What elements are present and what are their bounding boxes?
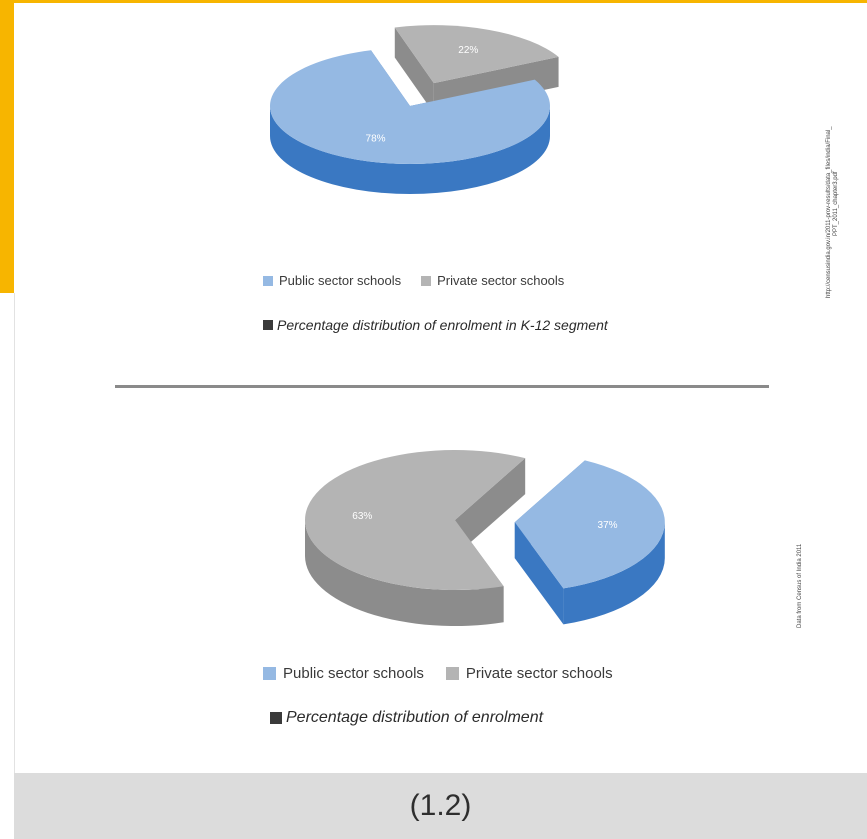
chart1-legend: Public sector schools Private sector sch… xyxy=(263,273,564,288)
pie-slice-side-0 xyxy=(270,106,550,194)
figure-number-bar: (1.2) xyxy=(14,773,867,839)
chart1-source-note: http://censusindia.gov.in/2011-prov-resu… xyxy=(826,126,840,298)
figure-number: (1.2) xyxy=(409,789,472,822)
top-accent-rule xyxy=(0,0,867,3)
chart1-caption: Percentage distribution of enrolment in … xyxy=(263,317,608,333)
source-line-census: Data from Census of India 2011 xyxy=(797,543,803,628)
pie-data-label-1: 63% xyxy=(352,511,372,522)
legend-swatch-public-2 xyxy=(263,667,276,680)
pie-slice-cut-1-1 xyxy=(455,458,526,556)
legend-swatch-public xyxy=(263,275,273,286)
pie-slice-1 xyxy=(394,25,559,84)
legend-item-public-2: Public sector schools xyxy=(263,665,424,682)
pie-chart-overall: 37% 63% xyxy=(304,450,665,626)
pie-chart-k12: 78% 22% xyxy=(269,25,559,194)
caption-bullet xyxy=(263,320,273,330)
legend-swatch-private-2 xyxy=(445,667,459,680)
pie-data-label-1: 22% xyxy=(458,45,478,56)
legend-swatch-private xyxy=(421,275,432,286)
pie-data-label-0: 78% xyxy=(366,134,386,145)
chart1-caption-text: Percentage distribution of enrolment in … xyxy=(277,317,608,333)
caption-bullet-2 xyxy=(270,712,282,724)
source-line-2: PPT_2011_chapter3.pdf xyxy=(833,171,839,236)
legend-item-private-2: Private sector schools xyxy=(445,665,613,682)
pie-slice-side-1 xyxy=(305,520,504,626)
chart2-caption-text: Percentage distribution of enrolment xyxy=(286,709,544,726)
pie-slice-1 xyxy=(304,450,526,590)
legend-label-public-2: Public sector schools xyxy=(283,665,424,682)
chart2-legend: Public sector schools Private sector sch… xyxy=(263,665,613,682)
pie-slice-cut-0-1 xyxy=(514,522,564,625)
pie-slice-0 xyxy=(514,460,665,589)
legend-item-public: Public sector schools xyxy=(263,273,401,288)
pie-slice-cut-1-0 xyxy=(394,27,434,114)
side-border xyxy=(14,293,15,773)
pie-data-label-0: 37% xyxy=(598,520,618,531)
legend-label-private: Private sector schools xyxy=(437,273,565,288)
source-line-1: http://censusindia.gov.in/2011-prov-resu… xyxy=(826,126,832,298)
legend-item-private: Private sector schools xyxy=(421,273,564,288)
legend-label-public: Public sector schools xyxy=(279,273,402,288)
side-accent-strip xyxy=(0,0,14,293)
section-divider xyxy=(115,385,769,388)
pie-slice-0 xyxy=(269,50,550,165)
pie-slice-side-0 xyxy=(563,522,665,625)
chart2-source-note: Data from Census of India 2011 xyxy=(797,544,804,628)
chart2-caption: Percentage distribution of enrolment xyxy=(270,709,543,727)
legend-label-private-2: Private sector schools xyxy=(465,665,613,682)
